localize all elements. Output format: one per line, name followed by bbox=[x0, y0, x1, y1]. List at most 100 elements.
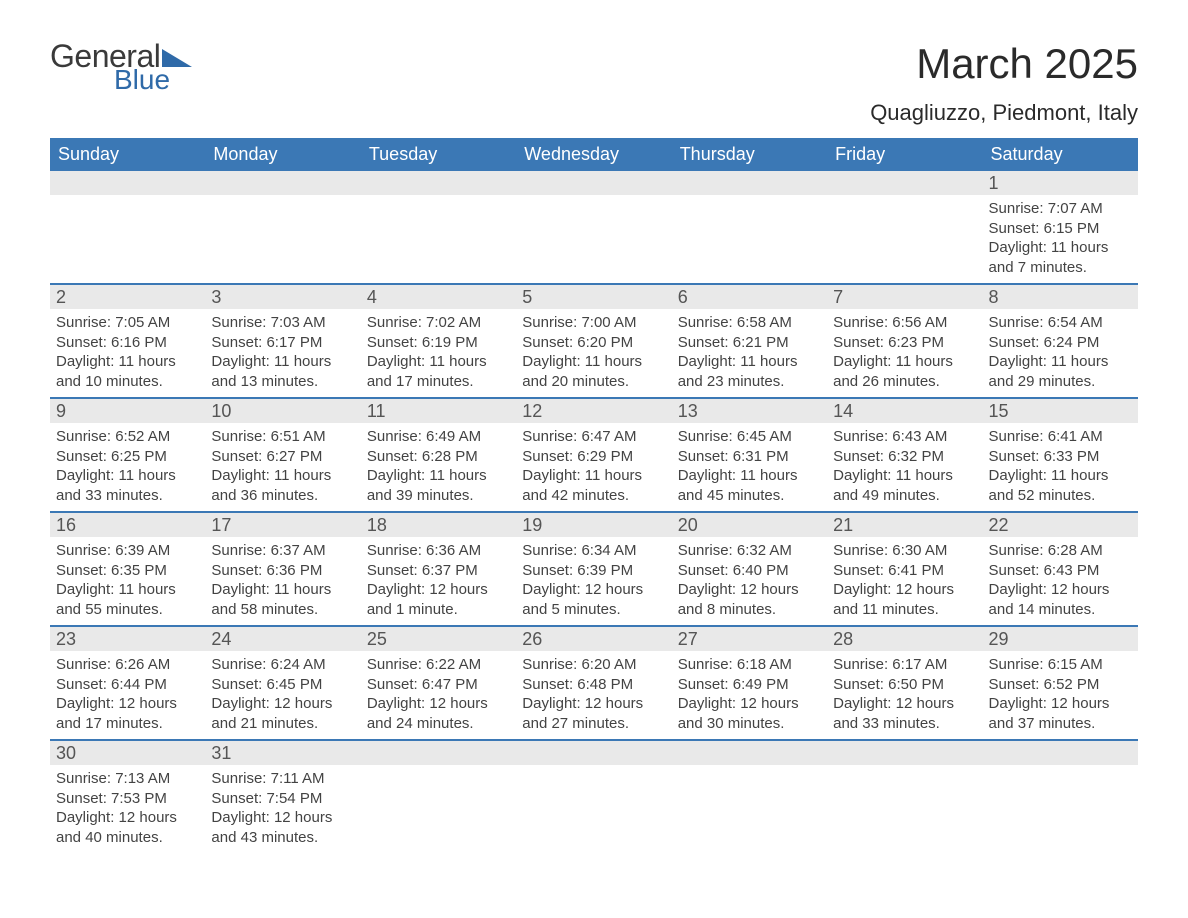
day-details: Sunrise: 6:41 AMSunset: 6:33 PMDaylight:… bbox=[983, 423, 1138, 511]
day-number: 21 bbox=[827, 513, 982, 537]
sunset-text: Sunset: 7:54 PM bbox=[211, 789, 354, 809]
daylight-text: Daylight: 12 hours and 8 minutes. bbox=[678, 580, 821, 619]
calendar-day-cell bbox=[361, 171, 516, 284]
day-number: 20 bbox=[672, 513, 827, 537]
day-details: Sunrise: 6:20 AMSunset: 6:48 PMDaylight:… bbox=[516, 651, 671, 739]
sunset-text: Sunset: 6:17 PM bbox=[211, 333, 354, 353]
daylight-text: Daylight: 12 hours and 40 minutes. bbox=[56, 808, 199, 847]
day-details bbox=[361, 195, 516, 215]
day-number: 6 bbox=[672, 285, 827, 309]
calendar-week-row: 30Sunrise: 7:13 AMSunset: 7:53 PMDayligh… bbox=[50, 740, 1138, 853]
calendar-day-cell: 5Sunrise: 7:00 AMSunset: 6:20 PMDaylight… bbox=[516, 284, 671, 398]
day-number: 15 bbox=[983, 399, 1138, 423]
sunrise-text: Sunrise: 6:54 AM bbox=[989, 313, 1132, 333]
day-number: 27 bbox=[672, 627, 827, 651]
day-details: Sunrise: 6:39 AMSunset: 6:35 PMDaylight:… bbox=[50, 537, 205, 625]
day-details: Sunrise: 7:03 AMSunset: 6:17 PMDaylight:… bbox=[205, 309, 360, 397]
calendar-week-row: 23 Sunrise: 6:26 AMSunset: 6:44 PM Dayligh… bbox=[50, 626, 1138, 740]
calendar-week-row: 1Sunrise: 7:07 AMSunset: 6:15 PMDaylight… bbox=[50, 171, 1138, 284]
sunrise-text: Sunrise: 6:51 AM bbox=[211, 427, 354, 447]
calendar-day-cell: 11Sunrise: 6:49 AMSunset: 6:28 PMDayligh… bbox=[361, 398, 516, 512]
day-number bbox=[205, 171, 360, 195]
calendar-day-cell bbox=[672, 740, 827, 853]
calendar-header-cell: Wednesday bbox=[516, 138, 671, 171]
daylight-text: Daylight: 12 hours and 21 minutes. bbox=[211, 694, 354, 733]
day-number bbox=[827, 171, 982, 195]
sunset-text: Sunset: 6:52 PM bbox=[989, 675, 1132, 695]
day-number bbox=[361, 171, 516, 195]
sunset-text: Sunset: 6:43 PM bbox=[989, 561, 1132, 581]
day-details bbox=[516, 765, 671, 785]
sunset-text: Sunset: 6:27 PM bbox=[211, 447, 354, 467]
daylight-text: Daylight: 11 hours and 42 minutes. bbox=[522, 466, 665, 505]
sunset-text: Sunset: 6:50 PM bbox=[833, 675, 976, 695]
calendar-day-cell: 8Sunrise: 6:54 AMSunset: 6:24 PMDaylight… bbox=[983, 284, 1138, 398]
daylight-text: Daylight: 11 hours and 7 minutes. bbox=[989, 238, 1132, 277]
calendar-day-cell: 19Sunrise: 6:34 AMSunset: 6:39 PMDayligh… bbox=[516, 512, 671, 626]
title-block: March 2025 Quagliuzzo, Piedmont, Italy bbox=[870, 40, 1138, 132]
sunrise-text: Sunrise: 6:47 AM bbox=[522, 427, 665, 447]
day-number: 4 bbox=[361, 285, 516, 309]
sunrise-text: Sunrise: 6:58 AM bbox=[678, 313, 821, 333]
sunset-text: Sunset: 6:33 PM bbox=[989, 447, 1132, 467]
calendar-day-cell bbox=[827, 171, 982, 284]
day-details bbox=[827, 765, 982, 785]
sunrise-text: Sunrise: 7:00 AM bbox=[522, 313, 665, 333]
day-number bbox=[50, 171, 205, 195]
day-details bbox=[205, 195, 360, 215]
sunrise-text: Sunrise: 6:26 AM bbox=[56, 655, 199, 675]
sunset-text: Sunset: 6:45 PM bbox=[211, 675, 354, 695]
day-number: 11 bbox=[361, 399, 516, 423]
calendar-day-cell: 6Sunrise: 6:58 AMSunset: 6:21 PMDaylight… bbox=[672, 284, 827, 398]
sunset-text: Sunset: 6:44 PM bbox=[56, 675, 199, 695]
day-details bbox=[827, 195, 982, 215]
sunrise-text: Sunrise: 6:30 AM bbox=[833, 541, 976, 561]
calendar-day-cell bbox=[827, 740, 982, 853]
day-details bbox=[516, 195, 671, 215]
day-number: 23 bbox=[50, 627, 205, 651]
sunrise-text: Sunrise: 6:15 AM bbox=[989, 655, 1132, 675]
daylight-text: Daylight: 12 hours and 27 minutes. bbox=[522, 694, 665, 733]
sunset-text: Sunset: 6:28 PM bbox=[367, 447, 510, 467]
daylight-text: Daylight: 12 hours and 37 minutes. bbox=[989, 694, 1132, 733]
sunset-text: Sunset: 6:37 PM bbox=[367, 561, 510, 581]
sunrise-text: Sunrise: 7:07 AM bbox=[989, 199, 1132, 219]
sunrise-text: Sunrise: 6:28 AM bbox=[989, 541, 1132, 561]
calendar-day-cell: 2Sunrise: 7:05 AMSunset: 6:16 PMDaylight… bbox=[50, 284, 205, 398]
day-details: Sunrise: 7:05 AMSunset: 6:16 PMDaylight:… bbox=[50, 309, 205, 397]
location-subtitle: Quagliuzzo, Piedmont, Italy bbox=[870, 100, 1138, 126]
daylight-text: Daylight: 12 hours and 43 minutes. bbox=[211, 808, 354, 847]
daylight-text: Daylight: 12 hours and 14 minutes. bbox=[989, 580, 1132, 619]
sunrise-text: Sunrise: 7:02 AM bbox=[367, 313, 510, 333]
sunrise-text: Sunrise: 6:45 AM bbox=[678, 427, 821, 447]
calendar-day-cell bbox=[361, 740, 516, 853]
daylight-text: Daylight: 11 hours and 52 minutes. bbox=[989, 466, 1132, 505]
day-details: Sunrise: 7:02 AMSunset: 6:19 PMDaylight:… bbox=[361, 309, 516, 397]
calendar-day-cell: 15Sunrise: 6:41 AMSunset: 6:33 PMDayligh… bbox=[983, 398, 1138, 512]
daylight-text: Daylight: 11 hours and 17 minutes. bbox=[367, 352, 510, 391]
day-number: 13 bbox=[672, 399, 827, 423]
sunset-text: Sunset: 6:15 PM bbox=[989, 219, 1132, 239]
sunset-text: Sunset: 6:40 PM bbox=[678, 561, 821, 581]
day-details: Sunrise: 6:45 AMSunset: 6:31 PMDaylight:… bbox=[672, 423, 827, 511]
sunrise-text: Sunrise: 6:56 AM bbox=[833, 313, 976, 333]
calendar-day-cell: 12Sunrise: 6:47 AMSunset: 6:29 PMDayligh… bbox=[516, 398, 671, 512]
calendar-table: SundayMondayTuesdayWednesdayThursdayFrid… bbox=[50, 138, 1138, 853]
calendar-week-row: 16Sunrise: 6:39 AMSunset: 6:35 PMDayligh… bbox=[50, 512, 1138, 626]
calendar-header-cell: Monday bbox=[205, 138, 360, 171]
calendar-header-cell: Saturday bbox=[983, 138, 1138, 171]
daylight-text: Daylight: 11 hours and 55 minutes. bbox=[56, 580, 199, 619]
sunrise-text: Sunrise: 7:03 AM bbox=[211, 313, 354, 333]
day-details: Sunrise: 6:15 AMSunset: 6:52 PMDaylight:… bbox=[983, 651, 1138, 739]
sunrise-text: Sunrise: 6:41 AM bbox=[989, 427, 1132, 447]
sunrise-text: Sunrise: 6:37 AM bbox=[211, 541, 354, 561]
sunset-text: Sunset: 6:39 PM bbox=[522, 561, 665, 581]
calendar-day-cell: 13Sunrise: 6:45 AMSunset: 6:31 PMDayligh… bbox=[672, 398, 827, 512]
sunset-text: Sunset: 6:47 PM bbox=[367, 675, 510, 695]
daylight-text: Daylight: 11 hours and 13 minutes. bbox=[211, 352, 354, 391]
calendar-day-cell: 20Sunrise: 6:32 AMSunset: 6:40 PMDayligh… bbox=[672, 512, 827, 626]
calendar-header-cell: Friday bbox=[827, 138, 982, 171]
day-details bbox=[50, 195, 205, 215]
day-number bbox=[672, 171, 827, 195]
day-number: 8 bbox=[983, 285, 1138, 309]
